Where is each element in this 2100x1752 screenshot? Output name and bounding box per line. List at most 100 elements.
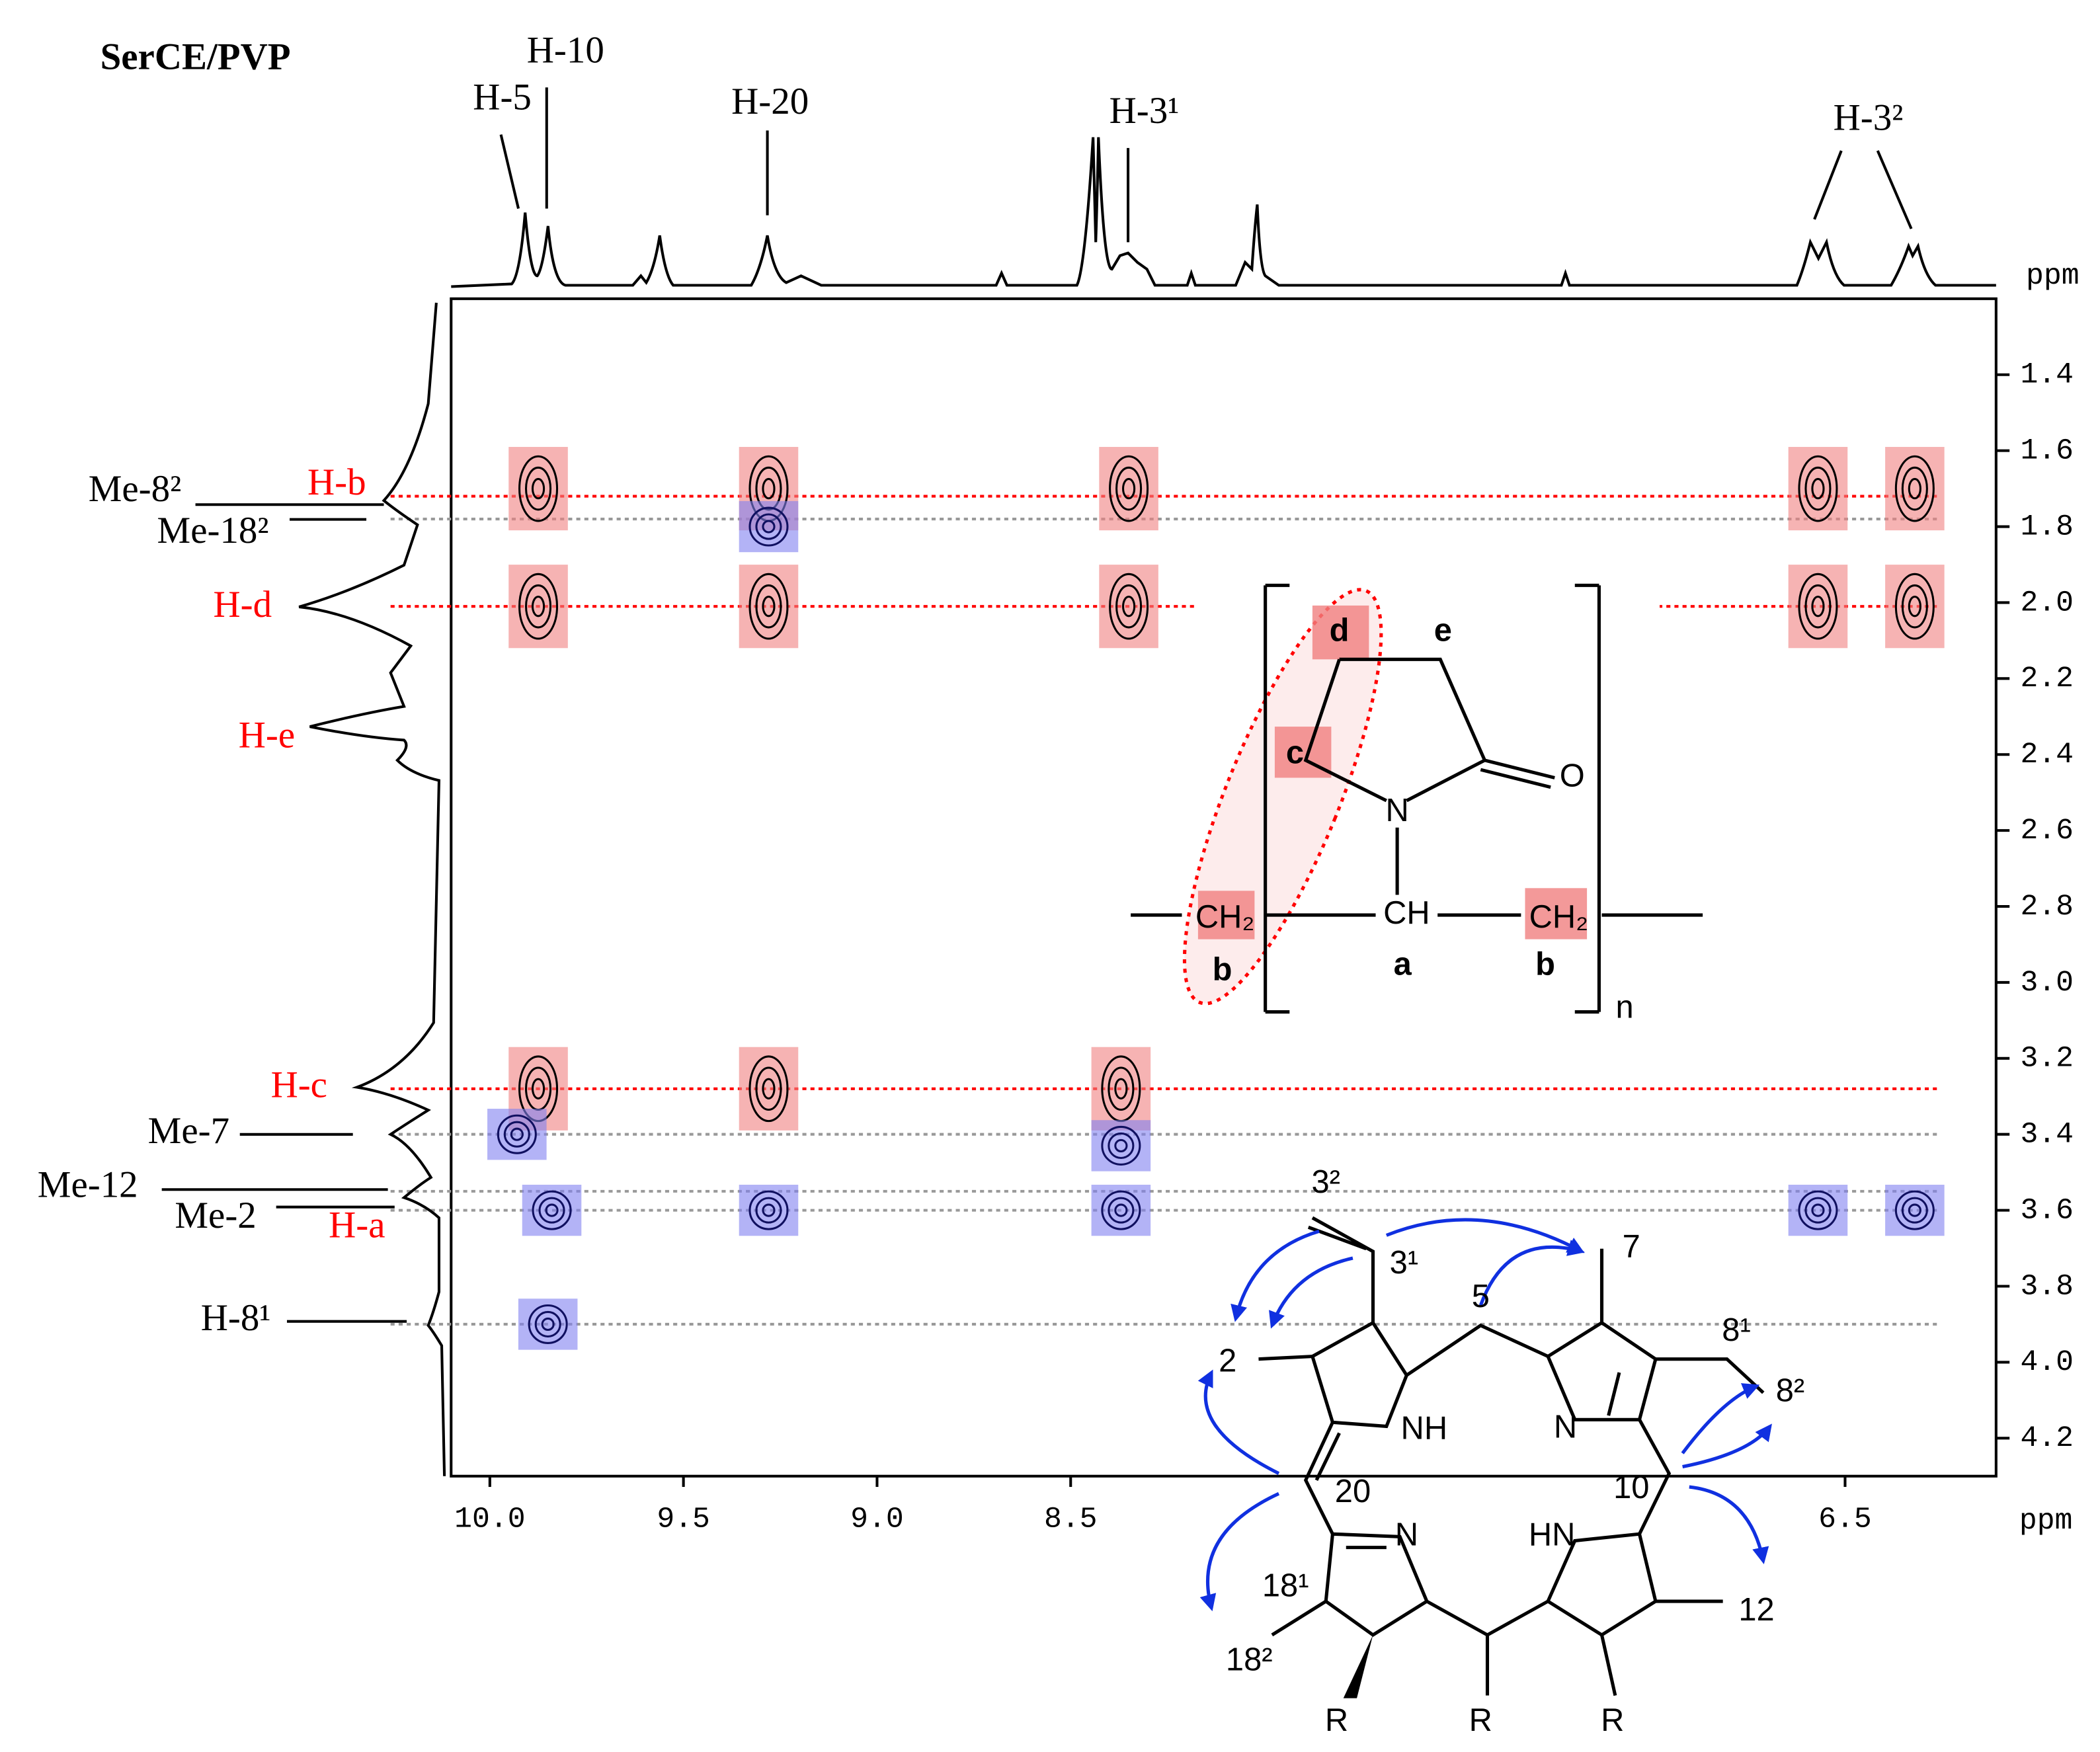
y-tick-label: 2.2: [2020, 662, 2074, 696]
contour: [1811, 595, 1825, 617]
peak-box: [1099, 565, 1158, 649]
label-leaders: [161, 87, 1913, 1323]
contour: [1122, 595, 1136, 617]
contour: [748, 1055, 789, 1123]
x-tick-label: 10.0: [454, 1503, 525, 1536]
x-unit: ppm: [2019, 1505, 2073, 1538]
contour: [762, 1078, 776, 1099]
contour: [1894, 455, 1935, 522]
row-label: Me-7: [148, 1110, 229, 1152]
peak-box: [739, 1047, 799, 1131]
y-tick-label: 1.8: [2020, 510, 2074, 543]
row-label: H-b: [307, 461, 366, 503]
row-label: Me-8²: [89, 468, 181, 510]
contour: [1109, 455, 1149, 522]
contour: [503, 1121, 530, 1148]
atom-label: e: [1434, 613, 1452, 649]
contour: [762, 477, 776, 500]
y-tick-label: 4.2: [2020, 1422, 2074, 1455]
row-label: H-d: [213, 584, 272, 625]
contour: [762, 595, 776, 617]
atom-label: d: [1330, 613, 1350, 649]
column-label: H-3²: [1834, 97, 1904, 138]
contour: [524, 584, 552, 629]
contour: [1798, 573, 1838, 640]
x-tick-label: 8.5: [1044, 1503, 1098, 1536]
contour: [510, 1127, 524, 1141]
atom-label: CH₂: [1529, 899, 1588, 935]
noe-arrow: [1199, 1492, 1280, 1612]
y-tick-label: 3.6: [2020, 1194, 2074, 1227]
peak-box: [1788, 446, 1848, 531]
contour: [1115, 584, 1143, 629]
contour: [524, 466, 552, 511]
column-label: H-3¹: [1110, 90, 1180, 132]
contour: [755, 513, 782, 540]
column-label: H-20: [731, 81, 809, 122]
y-unit: ppm: [2026, 260, 2080, 293]
row-label: H-8¹: [201, 1297, 271, 1339]
left-spectrum: [298, 302, 446, 1476]
atom-label: 20: [1335, 1474, 1371, 1509]
contour: [748, 573, 789, 640]
atom-label: O: [1560, 758, 1585, 793]
y-tick-label: 3.8: [2020, 1270, 2074, 1303]
contour: [531, 477, 545, 500]
atom-label: N: [1554, 1409, 1577, 1445]
noe-arrow: [1681, 1383, 1760, 1454]
atom-label: 18¹: [1262, 1568, 1309, 1604]
contour: [1108, 1132, 1135, 1160]
x-tick-label: 9.0: [850, 1503, 904, 1536]
x-tick-label: 9.5: [657, 1503, 710, 1536]
contour: [1901, 1197, 1928, 1224]
contour: [528, 1304, 568, 1344]
peak-box: [1788, 565, 1848, 649]
noe-arrow: [1231, 1229, 1320, 1322]
atom-label: 7: [1623, 1229, 1640, 1265]
noe-arrow: [1197, 1369, 1280, 1475]
peak-box: [739, 565, 799, 649]
contour: [538, 1197, 565, 1224]
atom-label: 12: [1738, 1592, 1774, 1628]
atom-label: a: [1394, 946, 1412, 982]
atom-label: 2: [1219, 1343, 1236, 1379]
atom-label: 8²: [1776, 1373, 1804, 1408]
atom-label: 3²: [1312, 1164, 1340, 1200]
y-tick-label: 2.8: [2020, 891, 2074, 924]
contour: [531, 595, 545, 617]
structure-background: [1195, 576, 1660, 1020]
contour: [1122, 477, 1136, 500]
contour: [762, 1203, 776, 1217]
y-tick-label: 1.6: [2020, 434, 2074, 467]
noe-arrow: [1269, 1256, 1353, 1329]
atom-label: 10: [1613, 1470, 1649, 1505]
contour: [1108, 1197, 1135, 1224]
contour: [748, 1190, 789, 1230]
atom-label: 5: [1472, 1279, 1490, 1314]
y-tick-label: 3.4: [2020, 1119, 2074, 1152]
noe-arrow: [1689, 1485, 1769, 1564]
y-tick-label: 2.6: [2020, 815, 2074, 848]
noe-arrow: [1682, 1423, 1772, 1469]
contour: [755, 584, 782, 629]
contour: [1114, 1138, 1128, 1153]
atom-label: N: [1395, 1517, 1418, 1552]
x-tick-label: 6.5: [1818, 1503, 1872, 1536]
title: SerCE/PVP: [101, 36, 291, 78]
contour: [518, 573, 559, 640]
contour: [1114, 1203, 1128, 1217]
contour: [1101, 1190, 1141, 1230]
contour: [1811, 1203, 1825, 1217]
atom-label: CH: [1383, 895, 1430, 931]
column-label: H-5: [473, 77, 532, 118]
row-label: Me-2: [175, 1195, 256, 1236]
contour: [1811, 477, 1825, 500]
contour: [1109, 573, 1149, 640]
contour: [762, 520, 776, 534]
atom-label: 8¹: [1722, 1312, 1750, 1348]
row-label: H-c: [271, 1064, 327, 1106]
contour: [1115, 466, 1143, 511]
noe-arrow: [1385, 1218, 1585, 1254]
atom-label: HN: [1529, 1517, 1576, 1552]
